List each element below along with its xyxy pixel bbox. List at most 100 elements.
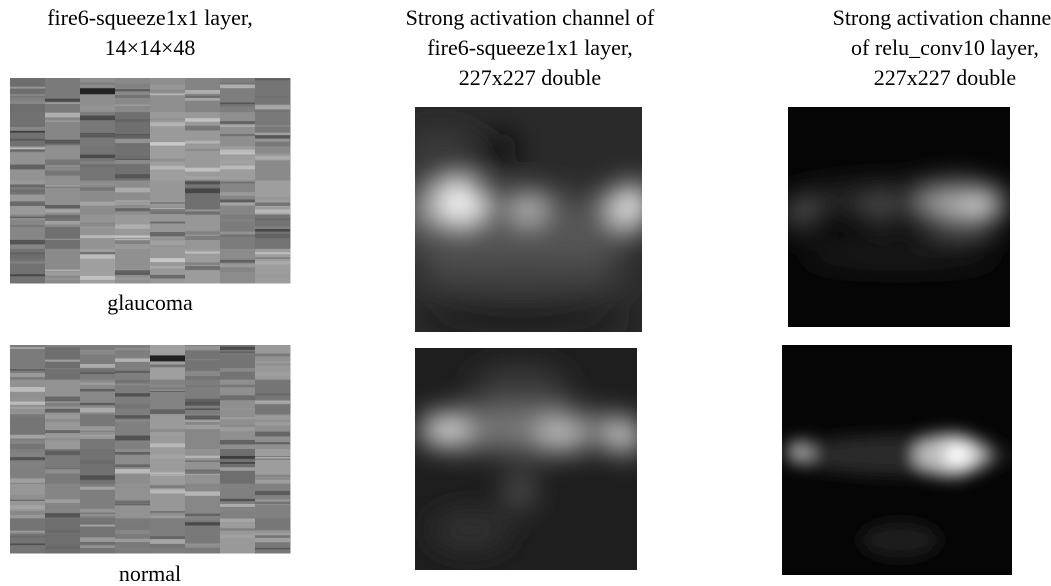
montage-stripe xyxy=(10,201,45,206)
montage-stripe xyxy=(220,499,255,501)
feature-montage xyxy=(10,345,291,554)
montage-stripe xyxy=(255,457,290,458)
montage-stripe xyxy=(80,408,115,413)
montage-stripe xyxy=(185,346,220,351)
montage-stripe xyxy=(220,182,255,183)
montage-stripe xyxy=(10,533,45,536)
montage-stripe xyxy=(150,258,185,262)
montage-cell xyxy=(45,215,81,250)
montage-stripe xyxy=(10,139,45,140)
montage-stripe xyxy=(220,352,255,354)
montage-stripe xyxy=(220,347,255,350)
montage-stripe xyxy=(220,260,255,263)
montage-stripe xyxy=(115,240,150,244)
montage-stripe xyxy=(220,519,255,522)
montage-stripe xyxy=(115,487,150,488)
montage-stripe xyxy=(255,226,290,228)
montage-stripe xyxy=(150,454,185,459)
montage-stripe xyxy=(255,372,290,376)
montage-stripe xyxy=(185,491,220,495)
montage-cell xyxy=(150,112,186,147)
montage-stripe xyxy=(45,532,80,537)
montage-stripe xyxy=(45,360,80,362)
montage-stripe xyxy=(150,513,185,518)
montage-cell xyxy=(80,215,116,250)
montage-stripe xyxy=(255,478,290,480)
montage-stripe xyxy=(80,133,115,138)
montage-stripe xyxy=(115,464,150,467)
montage-stripe xyxy=(185,209,220,211)
montage-stripe xyxy=(255,415,290,420)
montage-stripe xyxy=(220,409,255,410)
montage-stripe xyxy=(220,121,255,124)
montage-stripe xyxy=(150,266,185,269)
montage-stripe xyxy=(10,150,45,152)
montage-stripe xyxy=(45,224,80,227)
feature-montage xyxy=(10,78,291,284)
montage-stripe xyxy=(45,415,80,418)
montage-stripe xyxy=(185,425,220,429)
montage-stripe xyxy=(45,271,80,276)
montage-stripe xyxy=(45,205,80,208)
montage-stripe xyxy=(80,184,115,185)
montage-stripe xyxy=(115,348,150,350)
montage-stripe xyxy=(10,97,45,101)
montage-cell xyxy=(185,414,221,449)
montage-stripe xyxy=(45,419,80,422)
montage-stripe xyxy=(80,403,115,405)
montage-stripe xyxy=(10,94,45,96)
montage-stripe xyxy=(10,187,45,192)
montage-stripe xyxy=(115,208,150,211)
montage-stripe xyxy=(10,127,45,131)
montage-stripe xyxy=(80,435,115,439)
montage-stripe xyxy=(115,84,150,89)
montage-stripe xyxy=(45,530,80,532)
montage-stripe xyxy=(80,350,115,355)
montage-stripe xyxy=(185,522,220,525)
montage-cell xyxy=(115,215,151,250)
montage-stripe xyxy=(255,422,290,425)
montage-stripe xyxy=(115,415,150,418)
montage-stripe xyxy=(80,161,115,166)
montage-stripe xyxy=(10,478,45,483)
montage-stripe xyxy=(115,371,150,373)
montage-stripe xyxy=(185,460,220,462)
montage-stripe xyxy=(255,548,290,549)
montage-stripe xyxy=(255,252,290,254)
montage-stripe xyxy=(220,456,255,459)
montage-stripe xyxy=(10,184,45,187)
montage-stripe xyxy=(150,489,185,493)
montage-stripe xyxy=(45,451,80,456)
montage-stripe xyxy=(150,364,185,367)
montage-stripe xyxy=(10,402,45,405)
montage-stripe xyxy=(150,209,185,214)
montage-stripe xyxy=(255,532,290,535)
montage-stripe xyxy=(220,508,255,511)
montage-stripe xyxy=(255,432,290,437)
montages xyxy=(10,78,291,554)
montage-cell xyxy=(255,146,291,181)
montage-stripe xyxy=(10,457,45,460)
montage-stripe xyxy=(80,254,115,258)
montage-stripe xyxy=(80,115,115,120)
montage-stripe xyxy=(185,185,220,187)
montage-stripe xyxy=(10,439,45,443)
montage-stripe xyxy=(80,369,115,373)
montage-stripe xyxy=(150,539,185,544)
montage-stripe xyxy=(115,188,150,193)
montage-stripe xyxy=(45,159,80,160)
activation-image xyxy=(400,107,652,334)
montage-stripe xyxy=(45,409,80,413)
montage-stripe xyxy=(185,90,220,94)
montage-stripe xyxy=(115,436,150,441)
montage-stripe xyxy=(115,95,150,98)
montage-stripe xyxy=(220,534,255,538)
montage-stripe xyxy=(185,544,220,548)
montage-stripe xyxy=(115,384,150,385)
montage-stripe xyxy=(10,511,45,515)
montage-stripe xyxy=(220,462,255,464)
montage-stripe xyxy=(185,262,220,265)
montage-stripe xyxy=(185,421,220,422)
montage-stripe xyxy=(185,386,220,387)
montage-stripe xyxy=(115,469,150,473)
